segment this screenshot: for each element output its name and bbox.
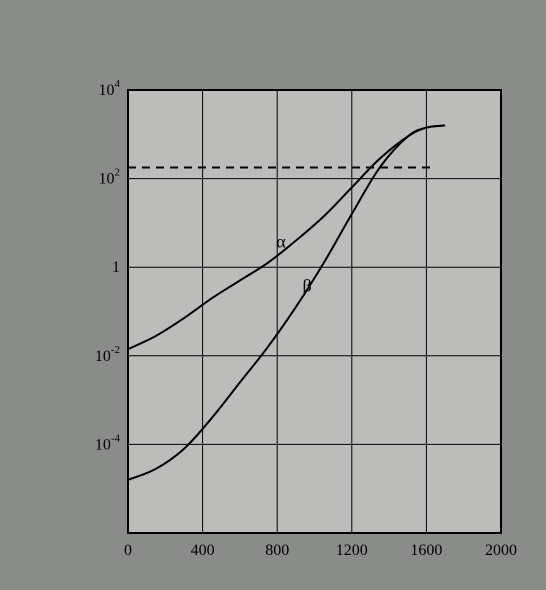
x-tick-label: 1600 <box>410 542 442 559</box>
x-tick-label: 2000 <box>485 542 517 559</box>
plot-background <box>128 90 501 533</box>
series-label-beta: β <box>302 276 311 296</box>
x-tick-label: 0 <box>124 542 132 559</box>
x-tick-label: 400 <box>191 542 215 559</box>
series-label-alpha: α <box>276 231 286 251</box>
chart-container: α β 0 400 800 1200 1600 2000 10-4 10-2 1 102 104 <box>78 70 546 590</box>
x-tick-label: 1200 <box>336 542 368 559</box>
y-tick-label: 10-4 <box>95 432 121 453</box>
chart-svg: α β 0 400 800 1200 1600 2000 10-4 10-2 1 102 104 <box>78 70 546 590</box>
y-tick-label: 1 <box>112 259 120 276</box>
y-tick-label: 104 <box>99 78 121 99</box>
y-tick-label: 10-2 <box>95 344 120 365</box>
x-tick-label: 800 <box>265 542 289 559</box>
y-tick-label: 102 <box>99 167 121 188</box>
